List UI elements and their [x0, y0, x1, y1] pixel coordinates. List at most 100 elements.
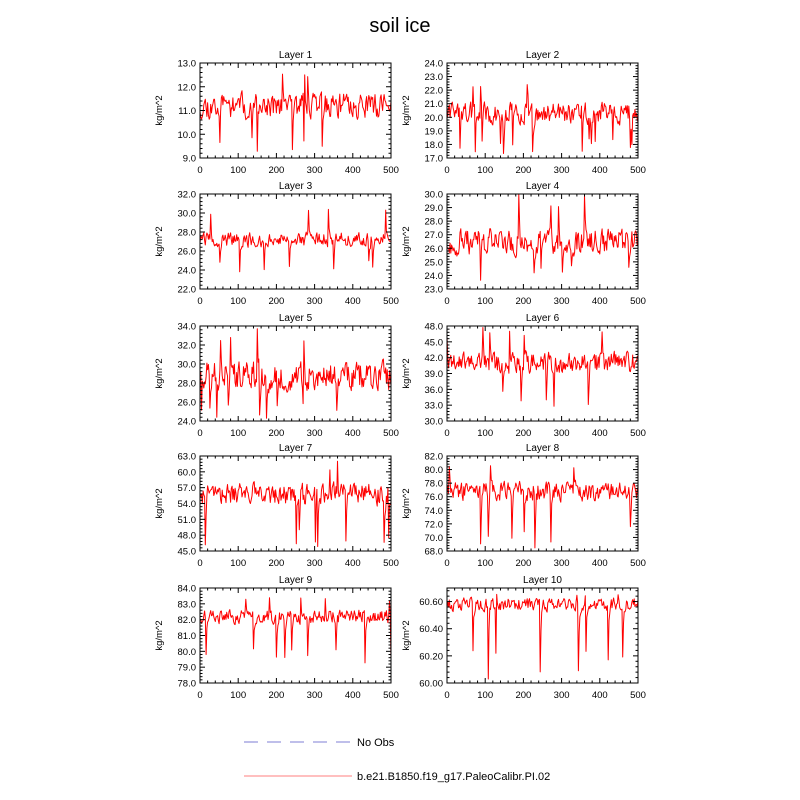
- y-tick-label: 20.0: [425, 113, 444, 124]
- panel-title: Layer 9: [279, 575, 313, 586]
- x-tick-label: 500: [630, 165, 646, 176]
- y-tick-label: 48.0: [425, 322, 444, 333]
- plot-frame: [199, 587, 392, 684]
- x-tick-label: 400: [345, 558, 361, 569]
- x-tick-label: 400: [345, 428, 361, 439]
- legend: No Obs b.e21.B1850.f19_g17.PaleoCalibr.PI…: [244, 737, 550, 783]
- figure-title: soil ice: [369, 15, 430, 37]
- plot-frame: [446, 587, 639, 684]
- panel-layer-7: Layer 7 0 100 200 300 400 500 45.0 48.0 51.0 54.0 5…: [154, 443, 399, 569]
- x-tick-label: 500: [383, 428, 399, 439]
- x-tick-label: 300: [554, 296, 570, 307]
- panel-layer-5: Layer 5 0 100 200 300 400 500 24.0 26.0 28.0 30.0 3…: [154, 313, 399, 439]
- y-tick-label: 10.0: [178, 130, 197, 141]
- y-tick-label: 74.0: [425, 506, 444, 517]
- x-tick-label: 400: [345, 165, 361, 176]
- x-tick-label: 400: [592, 165, 608, 176]
- y-tick-label: 60.0: [178, 467, 197, 478]
- y-tick-label: 36.0: [425, 385, 444, 396]
- y-tick-label: 54.0: [178, 499, 197, 510]
- y-tick-label: 39.0: [425, 369, 444, 380]
- x-tick-label: 500: [630, 690, 646, 701]
- series-line: [199, 460, 392, 547]
- panel-title: Layer 5: [279, 313, 313, 324]
- y-tick-label: 45.0: [178, 547, 197, 558]
- y-tick-label: 19.0: [425, 126, 444, 137]
- x-tick-label: 200: [268, 165, 284, 176]
- x-tick-label: 200: [268, 690, 284, 701]
- series-line: [199, 328, 392, 419]
- y-tick-label: 60.20: [419, 651, 443, 662]
- panel-layer-10: Layer 10 0 100 200 300 400 500 60.00 60.20 60.40 6…: [401, 575, 646, 701]
- y-tick-label: 25.0: [425, 257, 444, 268]
- x-tick-label: 300: [554, 558, 570, 569]
- x-tick-label: 100: [230, 428, 246, 439]
- y-tick-label: 51.0: [178, 515, 197, 526]
- y-tick-label: 21.0: [425, 99, 444, 110]
- x-tick-label: 100: [477, 296, 493, 307]
- x-tick-label: 400: [592, 690, 608, 701]
- x-tick-label: 200: [515, 558, 531, 569]
- panel-layer-6: Layer 6 0 100 200 300 400 500 30.0 33.0 36.0 39.0 4…: [401, 313, 646, 439]
- x-tick-label: 0: [197, 296, 202, 307]
- x-tick-label: 0: [444, 165, 449, 176]
- y-tick-label: 48.0: [178, 531, 197, 542]
- series-line: [446, 593, 639, 680]
- x-tick-label: 0: [444, 690, 449, 701]
- y-axis-label: kg/m^2: [154, 358, 165, 388]
- y-tick-label: 33.0: [425, 401, 444, 412]
- x-tick-label: 100: [477, 428, 493, 439]
- x-tick-label: 200: [268, 296, 284, 307]
- y-tick-label: 82.0: [425, 452, 444, 463]
- y-tick-label: 60.60: [419, 597, 443, 608]
- y-tick-label: 26.0: [178, 398, 197, 409]
- x-tick-label: 400: [592, 428, 608, 439]
- series-line: [446, 84, 639, 154]
- series-line: [199, 208, 392, 273]
- y-tick-label: 12.0: [178, 82, 197, 93]
- y-axis-label: kg/m^2: [154, 620, 165, 650]
- y-tick-label: 28.0: [178, 228, 197, 239]
- y-tick-label: 28.0: [178, 379, 197, 390]
- plot-frame: [199, 193, 392, 290]
- y-axis-label: kg/m^2: [401, 95, 412, 125]
- x-tick-label: 300: [307, 165, 323, 176]
- panel-layer-2: Layer 2 0 100 200 300 400 500 17.0 18.0 19.0 20.0 2…: [401, 50, 646, 176]
- y-tick-label: 57.0: [178, 483, 197, 494]
- x-tick-label: 400: [592, 558, 608, 569]
- legend-label-2: b.e21.B1850.f19_g17.PaleoCalibr.PI.02: [357, 771, 550, 783]
- y-tick-label: 23.0: [425, 72, 444, 83]
- y-tick-label: 81.0: [178, 631, 197, 642]
- y-tick-label: 29.0: [425, 203, 444, 214]
- y-tick-label: 70.0: [425, 533, 444, 544]
- x-tick-label: 500: [630, 558, 646, 569]
- y-tick-label: 30.0: [425, 190, 444, 201]
- y-tick-label: 27.0: [425, 230, 444, 241]
- y-tick-label: 24.0: [178, 266, 197, 277]
- y-axis-label: kg/m^2: [401, 226, 412, 256]
- x-tick-label: 0: [444, 296, 449, 307]
- x-tick-label: 100: [230, 296, 246, 307]
- y-tick-label: 60.00: [419, 679, 443, 690]
- plot-frame: [199, 325, 392, 422]
- x-tick-label: 500: [383, 296, 399, 307]
- y-tick-label: 76.0: [425, 492, 444, 503]
- y-tick-label: 68.0: [425, 547, 444, 558]
- y-tick-label: 24.0: [425, 271, 444, 282]
- panel-layer-3: Layer 3 0 100 200 300 400 500 22.0 24.0 26.0 28.0 3…: [154, 181, 399, 307]
- y-axis-label: kg/m^2: [401, 620, 412, 650]
- plot-frame: [446, 62, 639, 159]
- y-tick-label: 34.0: [178, 322, 197, 333]
- y-axis-label: kg/m^2: [154, 488, 165, 518]
- panel-layer-8: Layer 8 0 100 200 300 400 500 68.0 70.0 72.0 74.0 7…: [401, 443, 646, 569]
- y-tick-label: 30.0: [425, 417, 444, 428]
- panel-layer-1: Layer 1 0 100 200 300 400 500 9.0 10.0 11.0 12.0 13…: [154, 50, 399, 176]
- y-tick-label: 24.0: [178, 417, 197, 428]
- y-tick-label: 32.0: [178, 341, 197, 352]
- y-tick-label: 24.0: [425, 59, 444, 70]
- x-tick-label: 200: [268, 428, 284, 439]
- y-tick-label: 11.0: [178, 106, 196, 117]
- y-tick-label: 42.0: [425, 353, 444, 364]
- y-tick-label: 78.0: [425, 479, 444, 490]
